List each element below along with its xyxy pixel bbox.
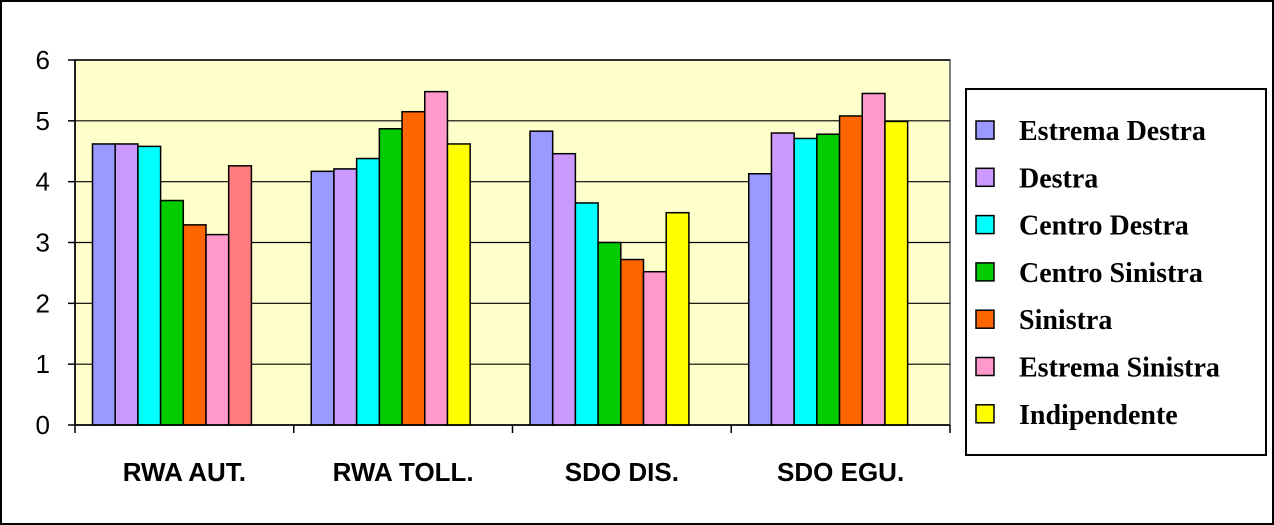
x-tick-label: SDO EGU. (777, 457, 904, 487)
bar-estrema-destra (529, 130, 554, 426)
bar-estrema-destra (748, 173, 773, 426)
legend-label: Sinistra (1019, 305, 1112, 336)
bar-sinistra (620, 258, 645, 426)
bar-centro-destra (137, 145, 162, 426)
bar-centro-sinistra (816, 133, 841, 426)
legend-swatch (975, 309, 995, 329)
y-tick-label: 2 (36, 288, 50, 318)
bar-estrema-sinistra (205, 233, 230, 426)
bars (91, 90, 909, 426)
y-tick-label: 3 (36, 228, 50, 258)
legend: Estrema Destra Destra Centro Destra Centro … (965, 88, 1267, 456)
x-tick-label: RWA TOLL. (333, 457, 474, 487)
bar-centro-sinistra (378, 127, 403, 426)
legend-label: Estrema Destra (1019, 116, 1206, 147)
legend-swatch (975, 356, 995, 377)
y-tick-label: 1 (36, 349, 50, 379)
legend-label: Estrema Sinistra (1019, 353, 1220, 384)
bar-destra (114, 143, 139, 426)
y-tick-label: 4 (36, 167, 50, 197)
legend-label: Indipendente (1019, 400, 1178, 431)
x-tick-labels: RWA AUT. RWA TOLL. SDO DIS. SDO EGU. (74, 425, 951, 487)
bar-centro-destra (793, 137, 818, 426)
x-tick-label: RWA AUT. (123, 457, 246, 487)
legend-box (965, 88, 1267, 456)
legend-swatch (975, 167, 995, 188)
bar-centro-sinistra (159, 199, 185, 426)
legend-label: Centro Destra (1019, 211, 1189, 242)
bar-indipendente (884, 120, 909, 426)
bar-sinistra (401, 110, 426, 426)
bar-indipendente (227, 165, 253, 426)
y-tick-label: 0 (36, 410, 50, 440)
bar-estrema-sinistra (424, 90, 449, 426)
bar-estrema-sinistra (861, 92, 886, 426)
x-tick-label: SDO DIS. (565, 457, 679, 487)
y-tick-label: 5 (36, 106, 50, 136)
legend-swatch (975, 404, 995, 424)
bar-centro-sinistra (597, 241, 622, 426)
legend-swatch (975, 214, 995, 235)
bar-sinistra (182, 224, 207, 426)
y-tick-labels: 0 1 2 3 4 5 6 (36, 45, 75, 440)
bar-sinistra (838, 115, 863, 426)
legend-label: Destra (1019, 163, 1098, 194)
bar-centro-destra (355, 157, 381, 426)
legend-label: Centro Sinistra (1019, 258, 1203, 289)
legend-swatch (975, 262, 995, 282)
bar-destra (770, 132, 795, 426)
legend-swatch (975, 120, 995, 140)
bar-estrema-destra (91, 143, 116, 426)
y-tick-label: 6 (36, 45, 50, 75)
bar-estrema-sinistra (642, 270, 667, 426)
bar-indipendente (665, 211, 690, 426)
bar-destra (333, 168, 358, 426)
bar-estrema-destra (310, 170, 335, 426)
bar-centro-destra (574, 202, 599, 426)
bar-destra (551, 152, 577, 426)
bar-indipendente (446, 143, 471, 426)
